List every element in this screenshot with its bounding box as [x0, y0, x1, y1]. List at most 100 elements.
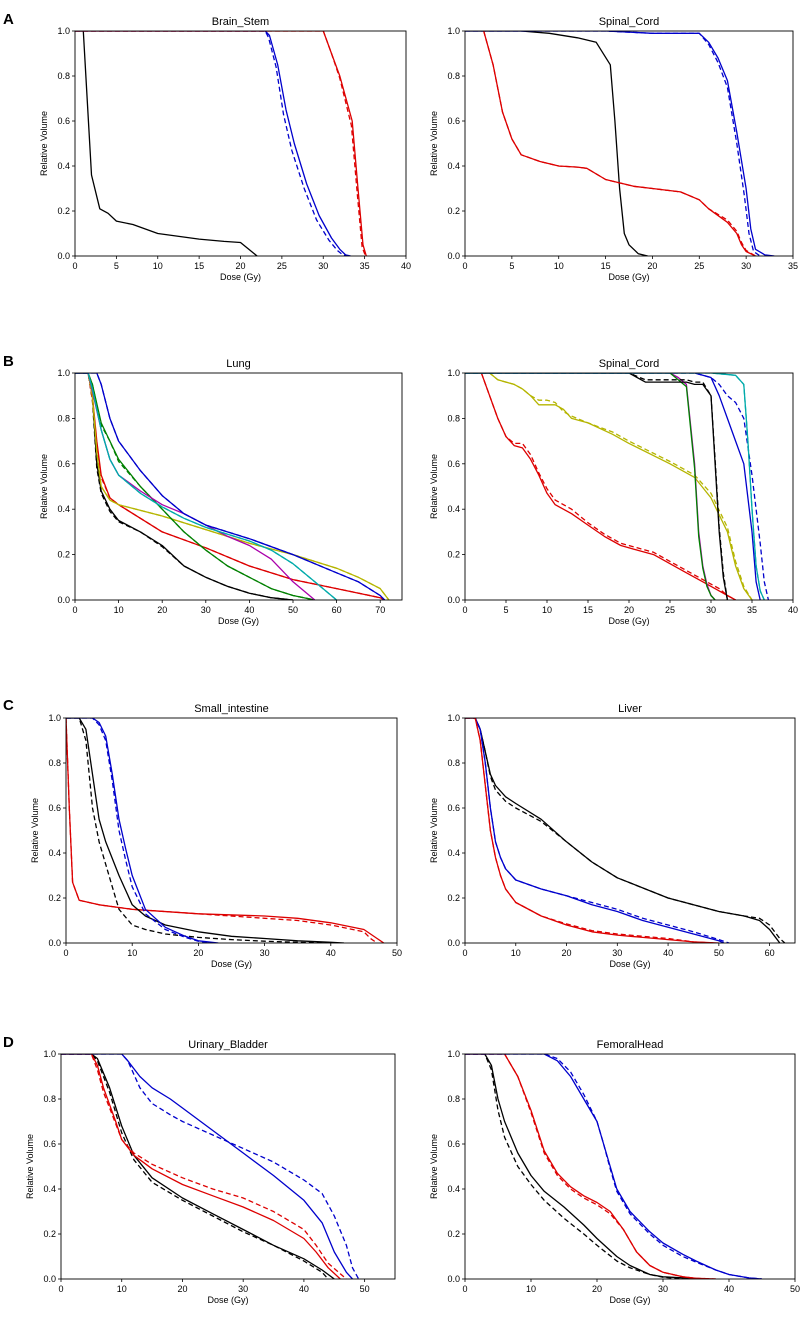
- series-line-blue-dashed: [465, 31, 761, 256]
- chart-title: Spinal_Cord: [599, 358, 660, 370]
- x-tick-label: 5: [503, 605, 508, 615]
- y-tick-label: 0.8: [43, 1094, 56, 1104]
- series-line-blue-dashed: [66, 718, 212, 943]
- x-tick-label: 0: [462, 1284, 467, 1294]
- series-line-blue-dashed: [75, 373, 386, 600]
- x-tick-label: 15: [583, 605, 593, 615]
- x-axis-label: Dose (Gy): [207, 1295, 248, 1305]
- y-tick-label: 0.2: [447, 206, 460, 216]
- x-tick-label: 0: [63, 948, 68, 958]
- series-line-red-dashed: [75, 31, 367, 256]
- x-tick-label: 10: [542, 605, 552, 615]
- series-line-blue-dashed: [465, 373, 770, 600]
- x-tick-label: 0: [58, 1284, 63, 1294]
- x-axis-label: Dose (Gy): [608, 616, 649, 626]
- plot-frame: [464, 372, 794, 601]
- series-line-black: [66, 718, 345, 943]
- x-tick-label: 0: [462, 948, 467, 958]
- y-tick-label: 0.8: [447, 1094, 460, 1104]
- x-tick-label: 10: [554, 261, 564, 271]
- x-tick-label: 10: [511, 948, 521, 958]
- y-tick-label: 0.6: [447, 1139, 460, 1149]
- y-tick-label: 0.8: [57, 71, 70, 81]
- series-line-blue: [465, 373, 761, 600]
- x-tick-label: 25: [694, 261, 704, 271]
- series-line-blue-dashed: [465, 718, 730, 943]
- chart-title: Liver: [618, 703, 642, 715]
- x-tick-label: 20: [592, 1284, 602, 1294]
- plot-frame: [74, 372, 403, 601]
- y-axis-label: Relative Volume: [39, 454, 49, 519]
- y-tick-label: 1.0: [447, 368, 460, 378]
- series-line-red: [483, 31, 756, 256]
- x-tick-label: 30: [318, 261, 328, 271]
- series-line-red-dashed: [480, 373, 736, 600]
- series-line-red-dashed: [483, 31, 756, 256]
- y-tick-label: 1.0: [447, 713, 460, 723]
- series-line-black-dashed: [66, 718, 331, 943]
- x-axis-label: Dose (Gy): [609, 959, 650, 969]
- series-group: [465, 718, 786, 943]
- y-tick-label: 0.4: [43, 1184, 56, 1194]
- series-line-cyan: [465, 373, 765, 600]
- panel-label: B: [3, 353, 14, 370]
- x-axis-label: Dose (Gy): [211, 959, 252, 969]
- x-tick-label: 60: [765, 948, 775, 958]
- y-tick-label: 0.6: [48, 803, 61, 813]
- series-line-blue: [465, 718, 725, 943]
- y-tick-label: 1.0: [43, 1049, 56, 1059]
- series-line-black-dashed: [465, 1054, 683, 1279]
- series-line-black-dashed: [61, 1054, 329, 1279]
- y-tick-label: 1.0: [447, 1049, 460, 1059]
- series-line-blue: [75, 31, 351, 256]
- y-tick-label: 0.8: [447, 413, 460, 423]
- y-tick-label: 0.4: [447, 1184, 460, 1194]
- series-line-red-dashed: [465, 718, 714, 943]
- x-tick-label: 20: [193, 948, 203, 958]
- series-group: [465, 373, 770, 600]
- chart-panel-7: Urinary_Bladder D 0 10 20 30 40 50 0.0 0.2 0.4 0.6 0…: [3, 1034, 396, 1305]
- chart-panel-8: FemoralHead 0 10 20 30 40 50 0.0 0.2 0.4 0.6 0.8 1.0…: [429, 1039, 800, 1305]
- y-axis-label: Relative Volume: [429, 798, 439, 863]
- x-tick-label: 50: [714, 948, 724, 958]
- x-tick-label: 60: [332, 605, 342, 615]
- x-tick-label: 40: [401, 261, 411, 271]
- series-line-red: [66, 718, 385, 943]
- x-tick-label: 20: [177, 1284, 187, 1294]
- y-tick-label: 0.4: [447, 504, 460, 514]
- y-tick-label: 0.6: [447, 116, 460, 126]
- series-line-blue-dashed: [61, 1054, 360, 1279]
- x-tick-label: 20: [647, 261, 657, 271]
- x-tick-label: 35: [747, 605, 757, 615]
- series-line-blue: [465, 1054, 763, 1279]
- x-tick-label: 30: [706, 605, 716, 615]
- series-line-black: [465, 718, 781, 943]
- series-line-cyan-dashed: [465, 373, 765, 600]
- series-line-olive-dashed: [75, 373, 390, 600]
- plot-frame: [464, 717, 796, 944]
- y-tick-label: 0.0: [447, 251, 460, 261]
- series-line-red: [465, 718, 719, 943]
- x-tick-label: 0: [462, 605, 467, 615]
- x-tick-label: 30: [260, 948, 270, 958]
- x-tick-label: 15: [194, 261, 204, 271]
- series-line-red: [75, 373, 385, 600]
- y-tick-label: 0.6: [57, 116, 70, 126]
- y-tick-label: 1.0: [57, 368, 70, 378]
- series-line-black: [75, 373, 294, 600]
- series-group: [465, 1054, 763, 1279]
- y-tick-label: 0.4: [48, 848, 61, 858]
- series-group: [75, 31, 367, 256]
- x-tick-label: 10: [114, 605, 124, 615]
- y-axis-label: Relative Volume: [30, 798, 40, 863]
- chart-title: Lung: [226, 358, 250, 370]
- x-tick-label: 10: [153, 261, 163, 271]
- x-tick-label: 25: [277, 261, 287, 271]
- y-tick-label: 0.0: [48, 938, 61, 948]
- series-line-blue: [66, 718, 219, 943]
- series-line-black: [61, 1054, 335, 1279]
- series-line-cyan-dashed: [75, 373, 338, 600]
- x-axis-label: Dose (Gy): [220, 272, 261, 282]
- chart-title: FemoralHead: [597, 1039, 664, 1051]
